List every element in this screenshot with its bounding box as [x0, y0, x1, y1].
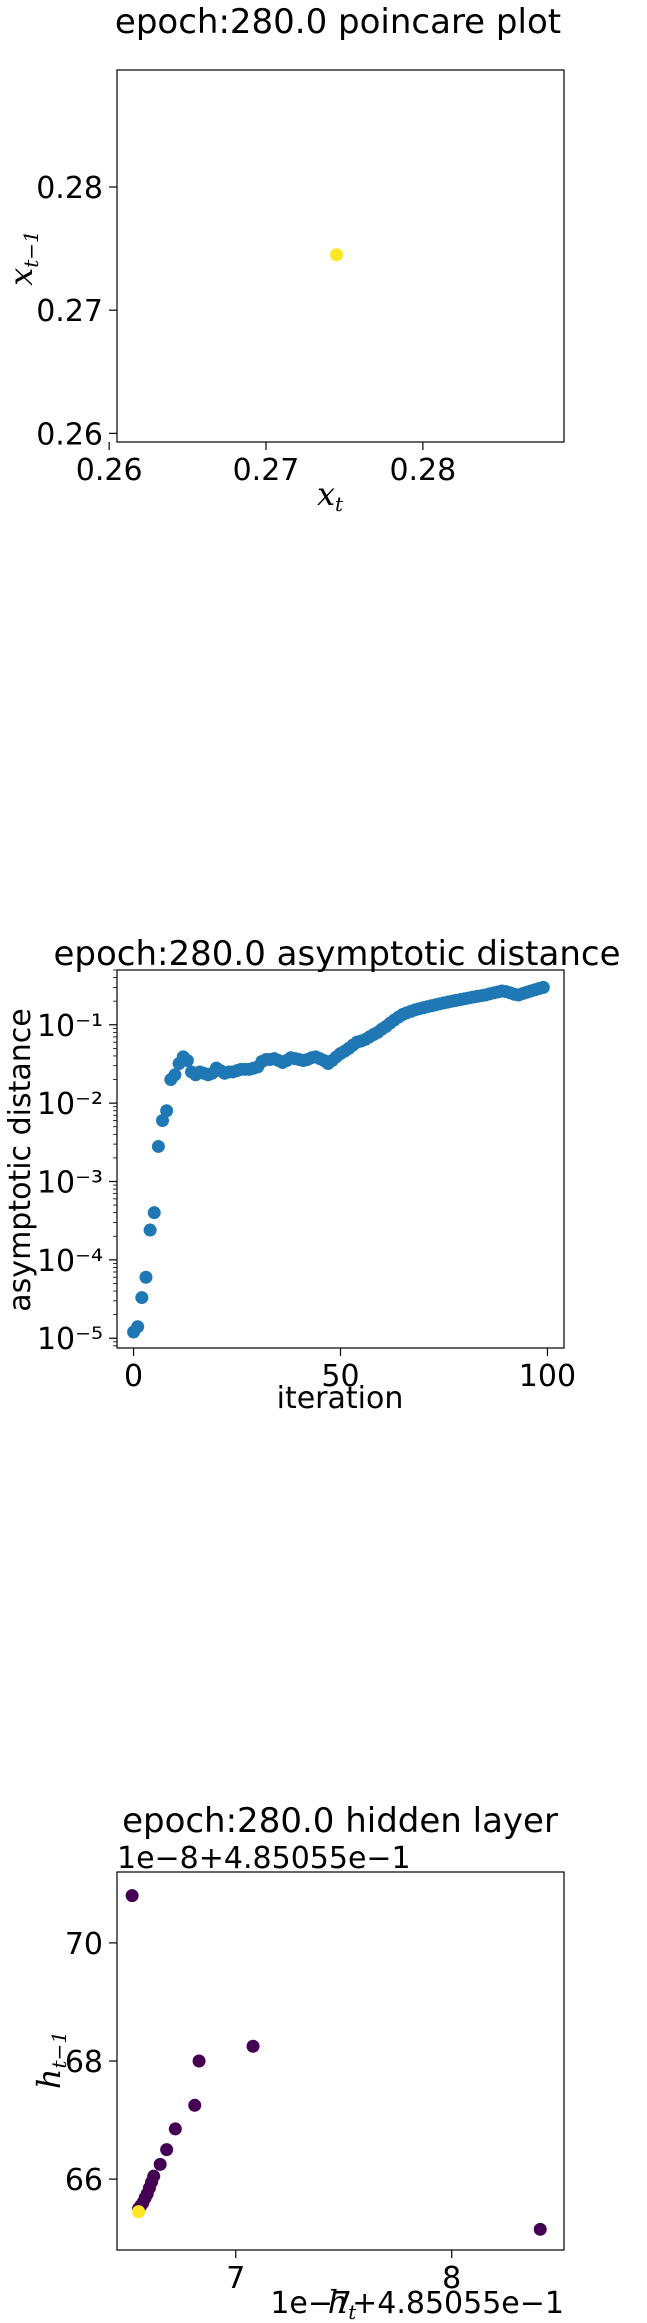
asymptotic-point [131, 1320, 145, 1334]
asymptotic-xtick-label: 50 [321, 1359, 359, 1394]
asymptotic-ytick-label: 10⁻⁴ [37, 1244, 103, 1279]
poincare-title: epoch:280.0 poincare plot [115, 2, 561, 42]
poincare-xtick-label: 0.27 [233, 453, 300, 488]
hidden-layer-point [168, 2122, 182, 2136]
poincare-points [330, 248, 344, 262]
hidden-layer-ytick-label: 68 [65, 2045, 103, 2080]
asymptotic-y-axis-label: asymptotic distance [3, 1008, 38, 1311]
poincare-plot-frame [116, 69, 565, 443]
poincare-ytick-label: 0.27 [36, 294, 103, 329]
asymptotic-title: epoch:280.0 asymptotic distance [54, 934, 621, 974]
asymptotic-point [160, 1104, 174, 1118]
hidden-layer-point [192, 2054, 206, 2068]
hidden-layer-point [188, 2098, 202, 2112]
hidden-layer-ytick-label: 70 [65, 1927, 103, 1962]
asymptotic-point [151, 1139, 165, 1153]
poincare-xticks: 0.26 0.27 0.28 [76, 442, 456, 488]
asymptotic-xtick-label: 0 [124, 1359, 143, 1394]
poincare-y-axis-label: xt−1 [2, 230, 43, 286]
asymptotic-point [156, 1114, 170, 1128]
poincare-point [330, 248, 344, 262]
hidden-layer-point [246, 2039, 260, 2053]
asymptotic-minor-yticks [113, 969, 117, 1347]
asymptotic-ytick-label: 10⁻³ [37, 1165, 103, 1200]
hidden-layer-x-offset: 1e−7+4.85055e−1 [270, 2286, 564, 2321]
poincare-ytick-label: 0.28 [36, 171, 103, 206]
hidden-layer-y-offset: 1e−8+4.85055e−1 [117, 1841, 411, 1876]
asymptotic-ytick-label: 10⁻¹ [37, 1009, 103, 1044]
poincare-yticks: 0.26 0.27 0.28 [36, 171, 117, 452]
asymptotic-ytick-label: 10⁻⁵ [37, 1322, 103, 1357]
hidden-layer-point [132, 2205, 146, 2219]
asymptotic-chart: epoch:280.0 asymptotic distance 0 50 100 1… [3, 934, 621, 1416]
hidden-layer-xtick-label: 8 [442, 2261, 461, 2296]
asymptotic-points [127, 980, 550, 1339]
poincare-x-axis-label: xt [317, 475, 344, 516]
poincare-ytick-label: 0.26 [36, 417, 103, 452]
asymptotic-yticks: 10⁻⁵ 10⁻⁴ 10⁻³ 10⁻² 10⁻¹ [37, 1009, 117, 1357]
asymptotic-point [180, 1053, 194, 1067]
hidden-layer-ytick-label: 66 [65, 2163, 103, 2198]
asymptotic-point [139, 1270, 153, 1284]
asymptotic-point [147, 1206, 161, 1220]
hidden-layer-chart: epoch:280.0 hidden layer 1e−8+4.85055e−1… [30, 1801, 565, 2323]
hidden-layer-point [153, 2157, 167, 2171]
hidden-layer-xtick-label: 7 [226, 2261, 245, 2296]
hidden-layer-points [125, 1889, 547, 2236]
poincare-chart: epoch:280.0 poincare plot 0.26 0.27 0.28 0… [2, 2, 565, 516]
asymptotic-point [168, 1068, 182, 1082]
hidden-layer-point [533, 2222, 547, 2236]
hidden-layer-title: epoch:280.0 hidden layer [122, 1801, 558, 1841]
hidden-layer-point [125, 1889, 139, 1903]
hidden-layer-point [160, 2143, 174, 2157]
hidden-layer-y-axis-label: ht−1 [30, 2031, 71, 2089]
asymptotic-x-axis-label: iteration [277, 1381, 404, 1416]
asymptotic-ytick-label: 10⁻² [37, 1087, 103, 1122]
hidden-layer-x-axis-label: ht [328, 2283, 358, 2323]
asymptotic-xtick-label: 100 [519, 1359, 576, 1394]
asymptotic-plot-frame [116, 969, 565, 1349]
poincare-xtick-label: 0.26 [76, 453, 143, 488]
asymptotic-point [143, 1223, 157, 1237]
asymptotic-point [536, 980, 550, 994]
hidden-layer-plot-frame [116, 1871, 565, 2251]
poincare-xtick-label: 0.28 [389, 453, 456, 488]
asymptotic-point [135, 1291, 149, 1305]
asymptotic-xticks: 0 50 100 [124, 1348, 576, 1394]
hidden-layer-yticks: 66 68 70 [65, 1927, 117, 2198]
